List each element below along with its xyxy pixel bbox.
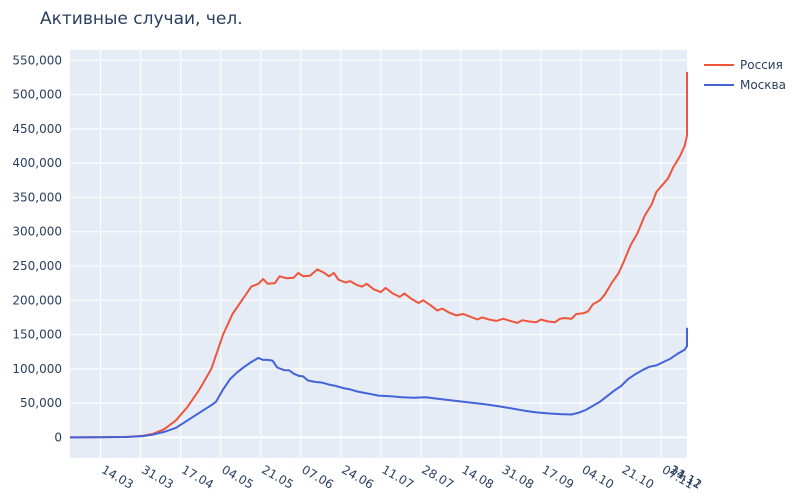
x-tick-label: 24.06: [339, 462, 376, 491]
x-tick-label: 31.08: [499, 462, 536, 491]
legend-item-russia[interactable]: Россия: [704, 55, 786, 75]
y-tick-label: 50,000: [20, 396, 62, 410]
x-tick-label: 28.07: [419, 462, 456, 491]
y-axis-ticks: 0 50,000 100,000 150,000 200,000 250,000 300,0…: [12, 53, 62, 444]
legend-item-moscow[interactable]: Москва: [704, 75, 786, 95]
series-line-russia: [69, 71, 688, 439]
series-line-moscow: [69, 327, 688, 439]
y-tick-label: 0: [54, 430, 62, 444]
y-tick-label: 550,000: [12, 53, 62, 67]
plot-area: [70, 50, 687, 458]
x-tick-label: 31.03: [139, 462, 176, 491]
x-tick-label: 14.03: [99, 462, 136, 491]
series-lines: [69, 71, 688, 439]
y-tick-label: 450,000: [12, 122, 62, 136]
legend-label-russia: Россия: [740, 58, 783, 72]
y-tick-label: 350,000: [12, 190, 62, 204]
y-tick-label: 500,000: [12, 88, 62, 102]
y-gridlines: [70, 59, 687, 439]
chart-title: Активные случаи, чел.: [40, 9, 243, 29]
x-tick-label: 17.04: [179, 462, 216, 491]
x-tick-label: 04.10: [580, 462, 617, 491]
legend: Россия Москва: [704, 55, 786, 95]
legend-label-moscow: Москва: [740, 78, 786, 92]
legend-swatch-moscow: [704, 84, 734, 86]
x-tick-label: 21.10: [620, 462, 657, 491]
x-tick-label: 14.08: [459, 462, 496, 491]
y-tick-label: 150,000: [12, 328, 62, 342]
y-tick-label: 250,000: [12, 259, 62, 273]
x-gridlines: [100, 50, 662, 458]
y-tick-label: 300,000: [12, 225, 62, 239]
x-tick-label: 21.05: [259, 462, 296, 491]
x-tick-label: 04.05: [219, 462, 256, 491]
y-tick-label: 200,000: [12, 293, 62, 307]
x-axis-ticks: 14.03 31.03 17.04 04.05 21.05 07.06 24.06 11.07…: [99, 462, 704, 491]
x-tick-label: 07.06: [299, 462, 336, 491]
y-tick-label: 400,000: [12, 156, 62, 170]
y-tick-label: 100,000: [12, 362, 62, 376]
x-tick-label: 11.07: [379, 462, 416, 491]
legend-swatch-russia: [704, 64, 734, 66]
x-tick-label: 17.09: [539, 462, 576, 491]
